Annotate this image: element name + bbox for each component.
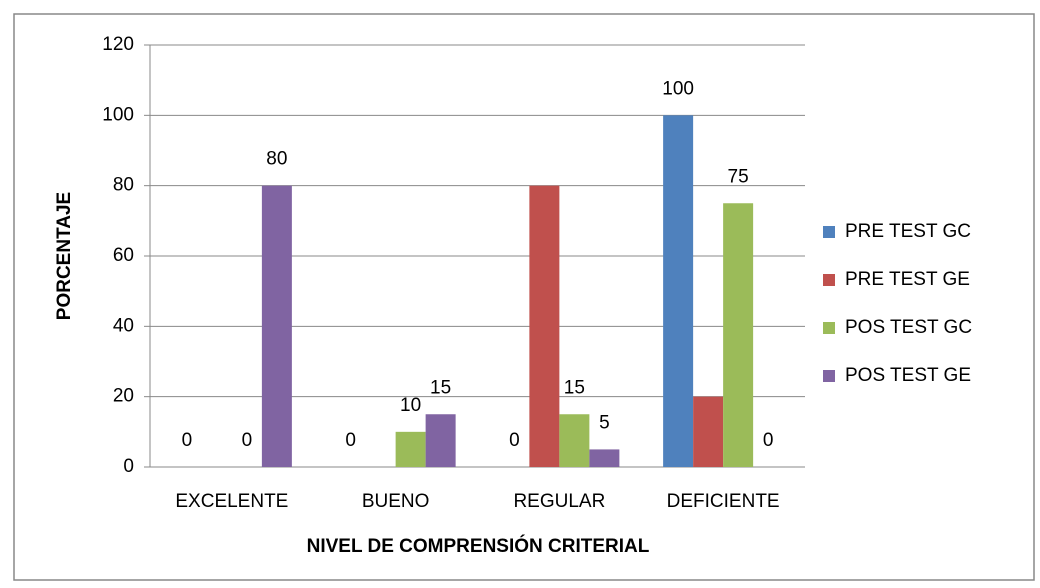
data-label: 0 [763, 430, 774, 451]
data-label: 15 [564, 377, 585, 398]
bar [425, 414, 456, 467]
legend-label: PRE TEST GE [845, 269, 970, 290]
legend-label: PRE TEST GC [845, 221, 971, 242]
y-axis-title: PORCENTAJE [54, 192, 75, 320]
y-tick-label: 80 [113, 175, 134, 196]
data-label: 5 [599, 412, 610, 433]
legend-swatch [823, 226, 835, 238]
legend-label: POS TEST GE [845, 365, 971, 386]
x-tick-label: REGULAR [513, 491, 605, 512]
x-axis-title: NIVEL DE COMPRENSIÓN CRITERIAL [307, 535, 650, 557]
chart-frame [13, 13, 1035, 581]
data-label: 80 [266, 149, 287, 170]
data-label: 100 [662, 78, 694, 99]
data-label: 10 [400, 395, 421, 416]
data-label: 0 [509, 430, 520, 451]
bar [395, 431, 426, 467]
legend-label: POS TEST GC [845, 317, 972, 338]
y-tick-label: 120 [102, 34, 134, 55]
data-label: 0 [242, 430, 253, 451]
y-tick-label: 100 [102, 104, 134, 125]
bar [663, 115, 694, 467]
legend-swatch [823, 274, 835, 286]
y-tick-label: 40 [113, 315, 134, 336]
bar [589, 449, 620, 467]
x-tick-label: BUENO [362, 491, 430, 512]
y-tick-label: 20 [113, 386, 134, 407]
y-tick-label: 60 [113, 245, 134, 266]
y-tick-label: 0 [123, 456, 134, 477]
legend-swatch [823, 370, 835, 382]
bar [261, 185, 292, 467]
data-label: 15 [430, 377, 451, 398]
data-label: 75 [728, 166, 749, 187]
data-label: 0 [182, 430, 193, 451]
data-label: 0 [345, 430, 356, 451]
bar [529, 185, 560, 467]
x-tick-label: DEFICIENTE [667, 491, 780, 512]
legend-swatch [823, 322, 835, 334]
bar [723, 203, 754, 467]
bar [559, 414, 590, 467]
bar [693, 396, 724, 467]
x-tick-label: EXCELENTE [175, 491, 288, 512]
